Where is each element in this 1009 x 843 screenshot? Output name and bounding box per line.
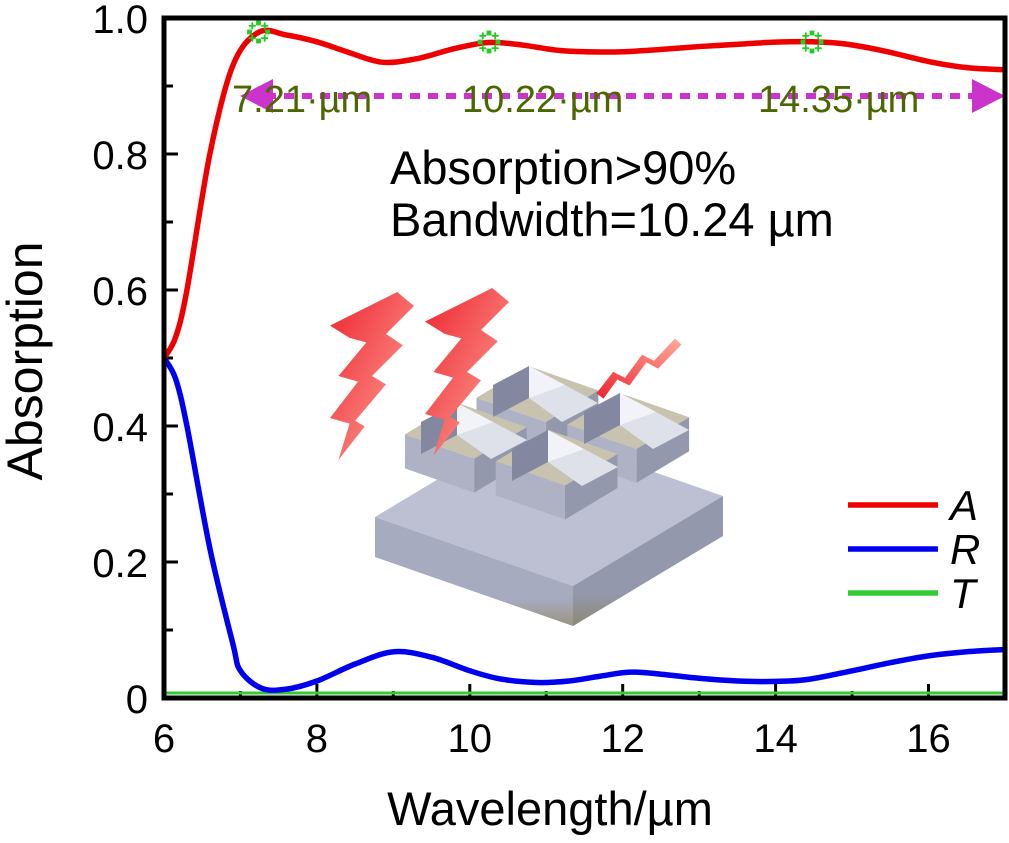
svg-text:0: 0 <box>126 678 148 722</box>
svg-text:1.0: 1.0 <box>92 0 148 42</box>
svg-text:0.4: 0.4 <box>92 406 148 450</box>
svg-text:14.35·µm: 14.35·µm <box>758 79 919 121</box>
svg-text:Absorption: Absorption <box>0 241 53 480</box>
svg-text:10: 10 <box>448 717 493 761</box>
svg-text:8: 8 <box>306 717 328 761</box>
svg-text:Wavelength/µm: Wavelength/µm <box>387 782 713 835</box>
svg-text:10.22·µm: 10.22·µm <box>462 79 623 121</box>
svg-text:14: 14 <box>753 717 798 761</box>
svg-text:0.6: 0.6 <box>92 270 148 314</box>
svg-text:12: 12 <box>600 717 645 761</box>
svg-text:A: A <box>947 482 978 529</box>
svg-text:0.8: 0.8 <box>92 134 148 178</box>
svg-text:Absorption>90%: Absorption>90% <box>390 141 736 194</box>
svg-text:0.2: 0.2 <box>92 542 148 586</box>
svg-text:Bandwidth=10.24 µm: Bandwidth=10.24 µm <box>390 193 834 246</box>
svg-text:6: 6 <box>153 717 175 761</box>
svg-text:7.21·µm: 7.21·µm <box>232 79 372 121</box>
svg-text:R: R <box>950 526 980 573</box>
svg-text:T: T <box>950 570 979 617</box>
svg-text:16: 16 <box>906 717 951 761</box>
